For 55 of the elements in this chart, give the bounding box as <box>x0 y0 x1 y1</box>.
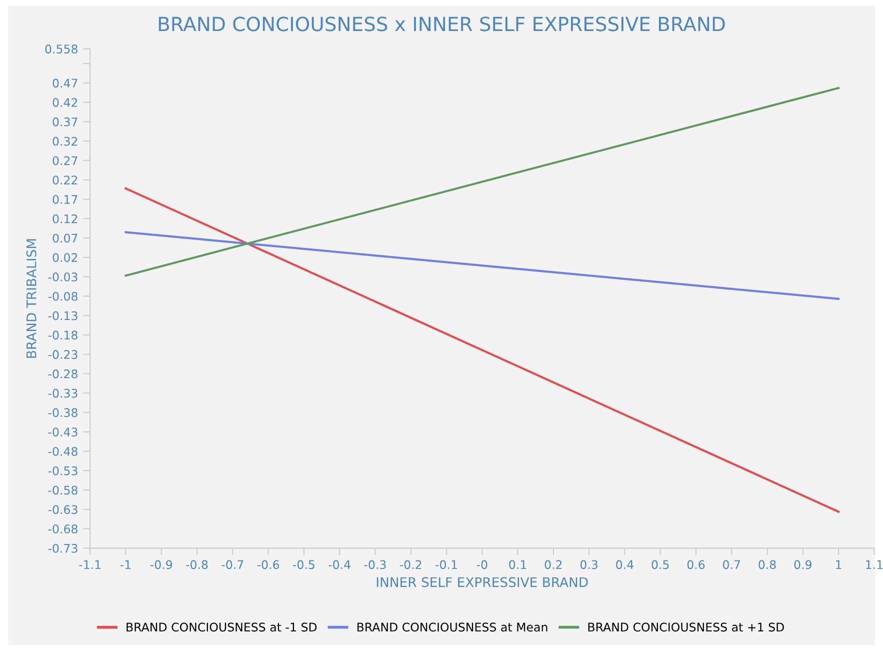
y-tick-label: -0.58 <box>48 486 78 495</box>
x-tick-label: 1 <box>836 560 842 569</box>
x-tick-label: -0.4 <box>328 560 350 570</box>
y-tick-label: 0.07 <box>52 234 78 243</box>
y-tick-label: 0.37 <box>52 117 78 126</box>
legend-label: BRAND CONCIOUSNESS at -1 SD <box>126 622 317 632</box>
legend-label: BRAND CONCIOUSNESS at +1 SD <box>588 622 784 632</box>
y-tick-label: 0.42 <box>52 98 78 107</box>
x-tick-label: 0.5 <box>652 560 669 570</box>
x-tick-label: -0.8 <box>186 560 208 570</box>
y-tick-label: 0.22 <box>52 176 78 185</box>
y-tick-label: -0.33 <box>48 388 78 398</box>
x-tick-label: 0.1 <box>509 560 526 570</box>
y-axis-title: BRAND TRIBALISM <box>26 239 36 358</box>
y-tick-label: -0.18 <box>48 330 78 340</box>
x-tick-label: -0.1 <box>436 560 457 570</box>
y-tick-label: -0.43 <box>48 428 78 436</box>
x-tick-label: -0.7 <box>222 560 244 570</box>
chart-title: BRAND CONCIOUSNESS x INNER SELF EXPRESSIVE BRAND <box>158 16 725 32</box>
x-tick-label: 0.6 <box>687 560 705 570</box>
y-tick-label: 0.12 <box>52 214 78 224</box>
y-tick-label: -0.03 <box>48 272 78 282</box>
x-tick-label: 1.1 <box>866 560 882 569</box>
y-tick-label: -0.68 <box>48 524 78 534</box>
x-tick-label: -0.9 <box>150 560 172 570</box>
y-tick-label: 0.47 <box>52 78 78 88</box>
y-tick-label: 0.02 <box>52 253 78 262</box>
x-axis-title: INNER SELF EXPRESSIVE BRAND <box>376 577 588 588</box>
y-tick-label: -0.53 <box>48 466 78 476</box>
y-tick-label: -0.38 <box>48 408 78 418</box>
x-tick-label: 0.7 <box>722 560 740 570</box>
legend-label: BRAND CONCIOUSNESS at Mean <box>357 622 548 632</box>
y-tick-label: -0.08 <box>48 292 78 301</box>
x-tick-label: -0.3 <box>364 560 386 570</box>
y-tick-label: -0.63 <box>48 505 78 514</box>
y-tick-label: 0.17 <box>52 194 78 204</box>
x-tick-label: -1.1 <box>79 560 100 569</box>
y-tick-label: 0.558 <box>45 44 78 54</box>
x-tick-label: 0.2 <box>544 560 562 570</box>
y-tick-label: 0.27 <box>52 156 78 166</box>
x-tick-label: 0.9 <box>794 560 812 570</box>
x-tick-label: -0 <box>476 560 488 570</box>
x-tick-label: 0.4 <box>616 560 634 570</box>
y-tick-label: -0.13 <box>48 311 78 320</box>
x-tick-label: -0.5 <box>292 560 314 570</box>
y-tick-label: 0.32 <box>52 136 78 146</box>
x-tick-label: -0.6 <box>257 560 280 570</box>
x-tick-label: 0.3 <box>580 560 598 570</box>
x-tick-label: 0.8 <box>758 560 776 570</box>
y-tick-label: -0.23 <box>48 350 78 359</box>
y-tick-label: -0.73 <box>48 544 78 553</box>
y-tick-label: -0.28 <box>48 369 78 378</box>
x-tick-label: -0.2 <box>400 560 422 570</box>
x-tick-label: -1 <box>120 560 131 569</box>
y-tick-label: -0.48 <box>48 446 78 456</box>
